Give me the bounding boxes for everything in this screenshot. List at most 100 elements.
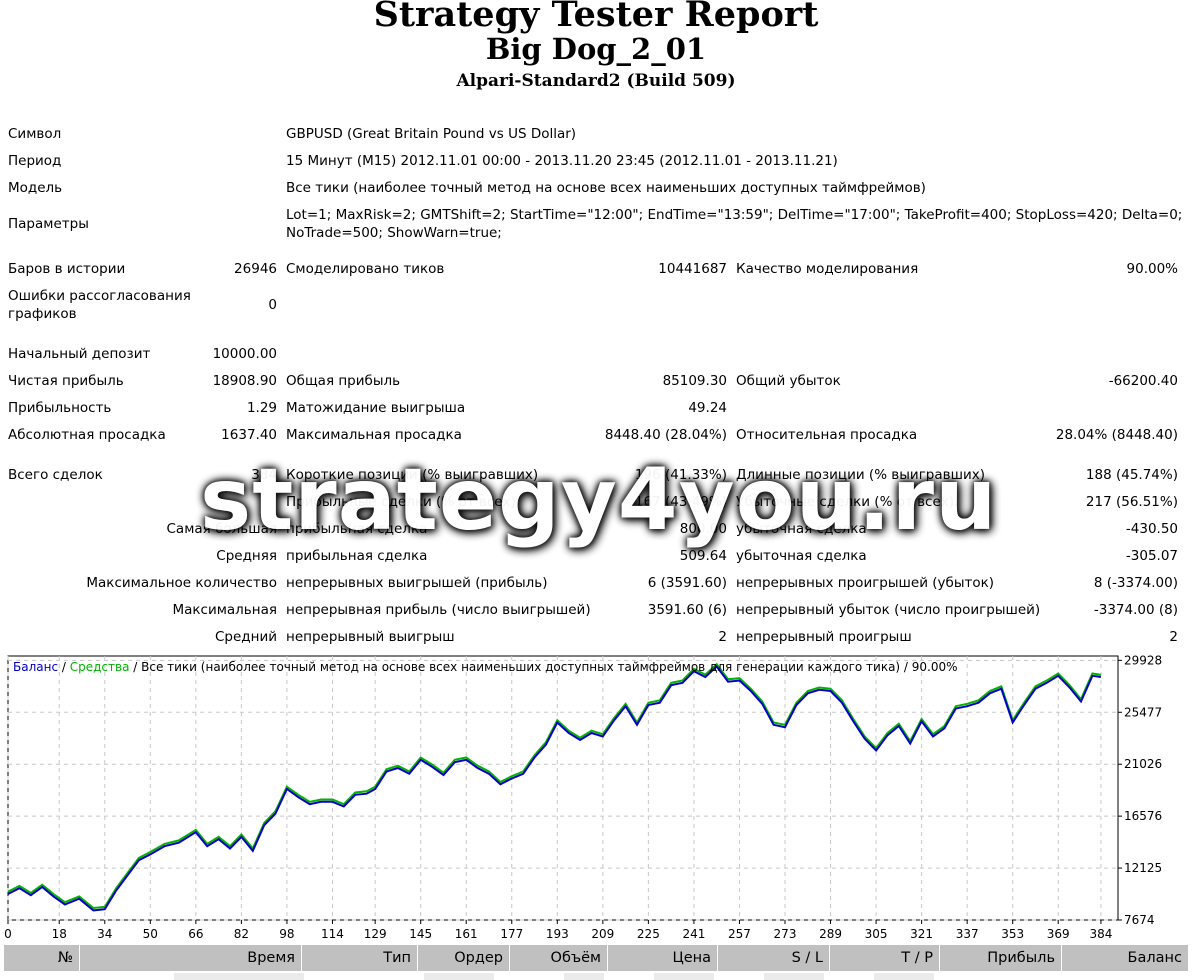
x-tick-label: 34: [97, 927, 112, 941]
expert-name: Big Dog_2_01: [485, 32, 707, 66]
rel-drawdown-value: 28.04% (8448.40): [1055, 427, 1178, 443]
largest-profit-label: прибыльная сделка: [286, 521, 428, 537]
x-tick-label: 337: [956, 927, 979, 941]
x-tick-label: 66: [188, 927, 203, 941]
long-positions-value: 188 (45.74%): [1085, 467, 1178, 483]
deposit-label: Начальный депозит: [8, 346, 151, 362]
x-tick-label: 353: [1001, 927, 1024, 941]
gross-loss-label: Общий убыток: [736, 373, 841, 389]
profit-trades-value: 167 (43.49%): [634, 494, 727, 510]
average-profit-value: 509.64: [679, 548, 727, 564]
col-order[interactable]: Ордер: [418, 945, 510, 971]
profit-trades-label: Прибыльные сделки (% от всех): [286, 494, 516, 510]
x-tick-label: 98: [279, 927, 294, 941]
x-tick-label: 177: [500, 927, 523, 941]
max-cons-wins-value: 6 (3591.60): [647, 575, 727, 591]
trades-table-first-row: [4, 973, 1188, 980]
profit-factor-label: Прибыльность: [8, 400, 112, 416]
short-positions-value: 196 (41.33%): [634, 467, 727, 483]
profit-factor-value: 1.29: [246, 400, 277, 416]
legend-separator: /: [58, 660, 70, 674]
col-sl[interactable]: S / L: [718, 945, 830, 971]
abs-drawdown-label: Абсолютная просадка: [8, 427, 166, 443]
maximal-label: Максимальная: [172, 602, 277, 618]
largest-loss-value: -430.50: [1125, 521, 1178, 537]
legend-model-text: / Все тики (наиболее точный метод на осн…: [129, 660, 957, 674]
x-tick-label: 145: [409, 927, 432, 941]
largest-loss-label: убыточная сделка: [736, 521, 867, 537]
avg-cons-wins-label: непрерывный выигрыш: [286, 629, 455, 645]
model-value: Все тики (наиболее точный метод на основ…: [286, 180, 926, 196]
y-tick-label: 21026: [1124, 757, 1162, 771]
params-label: Параметры: [8, 216, 89, 232]
col-time[interactable]: Время: [80, 945, 302, 971]
y-tick-label: 29928: [1124, 655, 1162, 667]
x-tick-label: 209: [591, 927, 614, 941]
y-tick-label: 16576: [1124, 809, 1162, 823]
legend-balance: Баланс: [13, 660, 58, 674]
total-trades-value: 384: [251, 467, 277, 483]
col-volume[interactable]: Объём: [510, 945, 608, 971]
expected-payoff-label: Матожидание выигрыша: [286, 400, 466, 416]
net-profit-label: Чистая прибыль: [8, 373, 124, 389]
net-profit-value: 18908.90: [212, 373, 277, 389]
avg-cons-losses-label: непрерывный проигрыш: [736, 629, 912, 645]
period-value: 15 Минут (M15) 2012.11.01 00:00 - 2013.1…: [286, 153, 838, 169]
deposit-value: 10000.00: [212, 346, 277, 362]
x-tick-label: 0: [4, 927, 12, 941]
col-price[interactable]: Цена: [608, 945, 718, 971]
params-line-2: NoTrade=500; ShowWarn=true;: [286, 225, 502, 241]
max-cons-losses-label: непрерывных проигрышей (убыток): [736, 575, 995, 591]
balance-series-line: [7, 665, 1102, 912]
col-tp[interactable]: T / P: [830, 945, 940, 971]
col-profit[interactable]: Прибыль: [940, 945, 1062, 971]
trades-table-header: № Время Тип Ордер Объём Цена S / L T / P…: [4, 945, 1188, 971]
bars-label: Баров в истории: [8, 261, 126, 277]
largest-profit-value: 800.00: [679, 521, 727, 537]
x-tick-label: 384: [1089, 927, 1112, 941]
x-tick-label: 369: [1047, 927, 1070, 941]
report-title: Strategy Tester Report: [373, 0, 819, 35]
average-label: Средняя: [216, 548, 277, 564]
x-tick-label: 225: [637, 927, 660, 941]
col-type[interactable]: Тип: [302, 945, 418, 971]
x-tick-label: 50: [143, 927, 158, 941]
avg-cons-losses-value: 2: [1169, 629, 1178, 645]
max-cons-losses-value: 8 (-3374.00): [1093, 575, 1178, 591]
average-loss-label: убыточная сделка: [736, 548, 867, 564]
col-balance[interactable]: Баланс: [1127, 950, 1182, 966]
x-tick-label: 289: [819, 927, 842, 941]
largest-label: Самая большая: [166, 521, 278, 537]
mismatch-label-2: графиков: [8, 306, 77, 322]
maximal-profit-value: 3591.60 (6): [647, 602, 727, 618]
chart-legend: Баланс / Средства / Все тики (наиболее т…: [13, 660, 958, 674]
short-positions-label: Короткие позиции (% выигравших): [286, 467, 539, 483]
broker-build: Alpari-Standard2 (Build 509): [456, 71, 736, 91]
maximal-loss-value: -3374.00 (8): [1093, 602, 1178, 618]
chart-x-axis: 0 18 34 50 66 82 98 114 129 145 161 177 193 209 225 241…: [4, 920, 1112, 941]
balance-chart: 7674 12125 16576 21026 25477 29928 0 18 34 50 66 8…: [4, 655, 1162, 941]
quality-value: 90.00%: [1126, 261, 1178, 277]
avg-cons-wins-value: 2: [718, 629, 727, 645]
gross-loss-value: -66200.40: [1108, 373, 1178, 389]
average-profit-label: прибыльная сделка: [286, 548, 428, 564]
x-tick-label: 257: [728, 927, 751, 941]
y-tick-label: 12125: [1124, 861, 1162, 875]
quality-label: Качество моделирования: [736, 261, 919, 277]
rel-drawdown-label: Относительная просадка: [736, 427, 918, 443]
x-tick-label: 193: [546, 927, 569, 941]
average-loss-value: -305.07: [1125, 548, 1178, 564]
model-label: Модель: [8, 180, 63, 196]
y-tick-label: 7674: [1124, 913, 1155, 927]
x-tick-label: 18: [52, 927, 67, 941]
abs-drawdown-value: 1637.40: [221, 427, 277, 443]
gross-profit-value: 85109.30: [662, 373, 727, 389]
avg-consecutive-label: Средний: [214, 629, 277, 645]
long-positions-label: Длинные позиции (% выигравших): [736, 467, 985, 483]
expected-payoff-value: 49.24: [688, 400, 727, 416]
x-tick-label: 241: [682, 927, 705, 941]
ticks-label: Смоделировано тиков: [286, 261, 445, 277]
col-number[interactable]: №: [4, 945, 80, 971]
symbol-label: Символ: [8, 126, 62, 142]
max-count-label: Максимальное количество: [86, 575, 277, 591]
